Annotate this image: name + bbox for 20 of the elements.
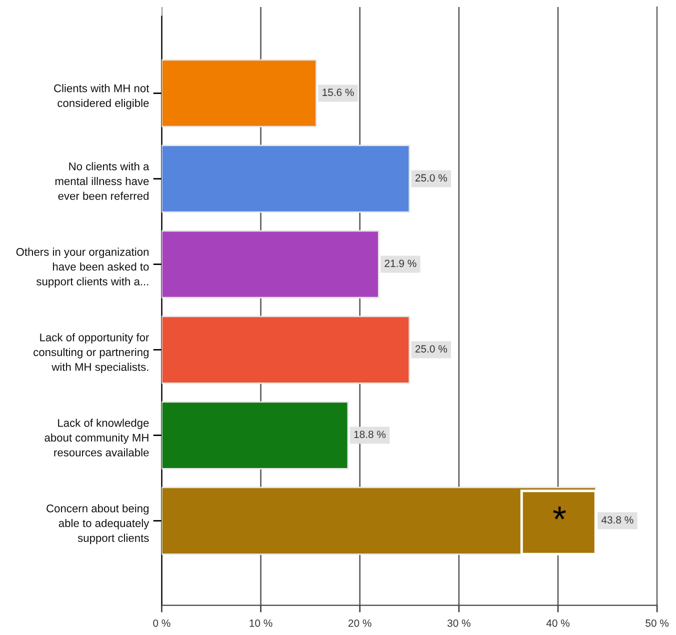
- x-tick-label: 10 %: [250, 619, 272, 627]
- x-tick-label: 50 %: [646, 619, 669, 627]
- data-label: 21.9 %: [384, 260, 416, 268]
- y-tick-label: Others in your organization have been asked to support clients with a...: [16, 248, 149, 288]
- x-tick-label: 30 %: [447, 619, 470, 627]
- x-tick-label: 40 %: [546, 619, 570, 627]
- bar: [162, 486, 596, 555]
- y-tick-label: Lack of opportunity for consulting or partnering with MH specialists.: [34, 333, 150, 374]
- data-label: 25.0 %: [415, 174, 447, 182]
- data-label: 43.8 %: [601, 516, 634, 524]
- x-tick-label: 0 %: [153, 619, 170, 627]
- data-label: 18.8 %: [354, 430, 386, 438]
- annotation: *: [553, 506, 566, 520]
- y-tick-label: Lack of knowledge about community MH resources available: [44, 418, 149, 456]
- y-tick-label: Clients with MH not considered eligible: [54, 84, 150, 110]
- data-label: 25.0 %: [415, 345, 447, 353]
- y-tick-label: No clients with a mental illness have ever been referred: [55, 162, 150, 200]
- y-tick-label: Concern about being able to adequately support clients: [46, 504, 150, 544]
- data-label: 15.6 %: [322, 88, 354, 96]
- x-tick-label: 20 %: [348, 619, 372, 627]
